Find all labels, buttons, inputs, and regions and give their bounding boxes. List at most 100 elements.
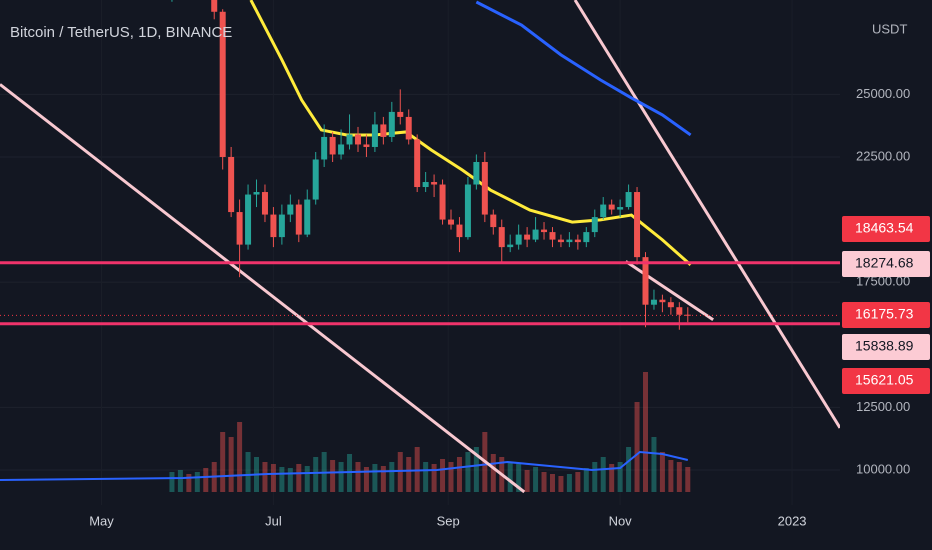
volume-bar xyxy=(406,457,412,492)
candle-body xyxy=(490,214,497,228)
candle-body xyxy=(659,299,666,303)
candle-body xyxy=(650,299,657,305)
y-tick-label: 12500.00 xyxy=(856,399,910,414)
volume-bar xyxy=(600,457,606,492)
moving-average xyxy=(249,0,692,267)
price-label: 15621.05 xyxy=(855,372,914,388)
volume-bar xyxy=(634,402,640,492)
y-tick-label: 22500.00 xyxy=(856,148,910,163)
y-tick-label: 25000.00 xyxy=(856,86,910,101)
x-tick-label: Jul xyxy=(265,513,282,528)
price-label-box xyxy=(842,302,930,328)
candle-body xyxy=(245,194,252,245)
volume-bar xyxy=(566,474,572,492)
volume-bar xyxy=(549,474,555,492)
volume-bar xyxy=(287,468,293,492)
volume-bar xyxy=(194,472,200,492)
candle-body xyxy=(532,229,539,240)
volume-bar xyxy=(507,462,513,492)
axis-unit: USDT xyxy=(872,21,907,36)
volume-bar xyxy=(659,452,665,492)
volume-bar xyxy=(245,452,251,492)
x-tick-label: Sep xyxy=(437,513,460,528)
candle-body xyxy=(380,124,387,137)
candle-body xyxy=(414,139,421,188)
volume-bar xyxy=(169,472,175,492)
candle-body xyxy=(448,219,455,225)
volume-ma-line xyxy=(0,450,689,481)
candle-body xyxy=(617,207,624,210)
candle-body xyxy=(295,204,302,235)
candle-body xyxy=(600,204,607,218)
candle-body xyxy=(642,257,649,305)
volume-bar xyxy=(643,372,649,492)
volume-bar xyxy=(685,467,691,492)
candle-body xyxy=(439,184,446,220)
volume-bar xyxy=(330,460,336,492)
volume-bar xyxy=(440,459,446,492)
price-label-box xyxy=(842,216,930,242)
candle-body xyxy=(625,192,632,208)
moving-average xyxy=(475,0,692,137)
y-tick-label: 17500.00 xyxy=(856,274,910,289)
volume-bar xyxy=(490,454,496,492)
candle-body xyxy=(312,159,319,200)
volume-bar xyxy=(380,466,386,492)
candle-body xyxy=(253,192,260,195)
volume-bar xyxy=(228,437,234,492)
volume-bar xyxy=(533,467,539,492)
price-label: 15838.89 xyxy=(855,338,914,354)
volume-bar xyxy=(363,467,369,492)
volume-bar xyxy=(592,462,598,492)
volume-bar xyxy=(651,437,657,492)
volume-bar xyxy=(448,462,454,492)
trendline xyxy=(573,0,840,429)
candle-body xyxy=(591,217,598,233)
candle-body xyxy=(557,239,564,243)
candle-body xyxy=(211,0,218,12)
volume-bar xyxy=(456,457,462,492)
candle-body xyxy=(676,307,683,315)
candle-body xyxy=(354,134,361,145)
volume-bar xyxy=(304,466,310,492)
volume-bar xyxy=(473,447,479,492)
volume-bar xyxy=(668,460,674,492)
x-tick-label: 2023 xyxy=(778,513,807,528)
candle-body xyxy=(338,144,345,155)
volume-bar xyxy=(626,447,632,492)
volume-bar xyxy=(279,467,285,492)
volume-bar xyxy=(397,452,403,492)
price-label: 16175.73 xyxy=(855,306,914,322)
candle-body xyxy=(397,111,404,117)
candle-body xyxy=(456,224,463,238)
volume-bar xyxy=(270,464,276,492)
candle-body xyxy=(583,232,590,243)
candle-body xyxy=(473,161,480,185)
candle-body xyxy=(667,302,674,308)
candle-body xyxy=(574,239,581,243)
candle-body xyxy=(498,227,505,248)
volume-bar xyxy=(372,464,378,492)
volume-bar xyxy=(237,422,243,492)
candle-body xyxy=(422,182,429,188)
candle-body xyxy=(346,134,353,145)
volume-bar xyxy=(262,462,268,492)
volume-bar xyxy=(423,462,429,492)
volume-bar xyxy=(558,476,564,492)
candle-body xyxy=(524,234,531,240)
candle-body xyxy=(388,111,395,137)
x-tick-label: Nov xyxy=(609,513,633,528)
volume-bar xyxy=(338,462,344,492)
candle-body xyxy=(270,214,277,238)
price-label: 18463.54 xyxy=(855,220,914,236)
chart-title: Bitcoin / TetherUS, 1D, BINANCE xyxy=(10,24,232,41)
candle-body xyxy=(371,124,378,147)
candle-body xyxy=(481,161,488,215)
volume-bar xyxy=(465,452,471,492)
volume-bar xyxy=(177,470,183,492)
axes: 10000.00 12500.00 17500.00 22500.00 25000.00… xyxy=(89,86,930,528)
candle-body xyxy=(515,234,522,245)
candle-body xyxy=(278,214,285,238)
volume-bar xyxy=(186,474,192,492)
